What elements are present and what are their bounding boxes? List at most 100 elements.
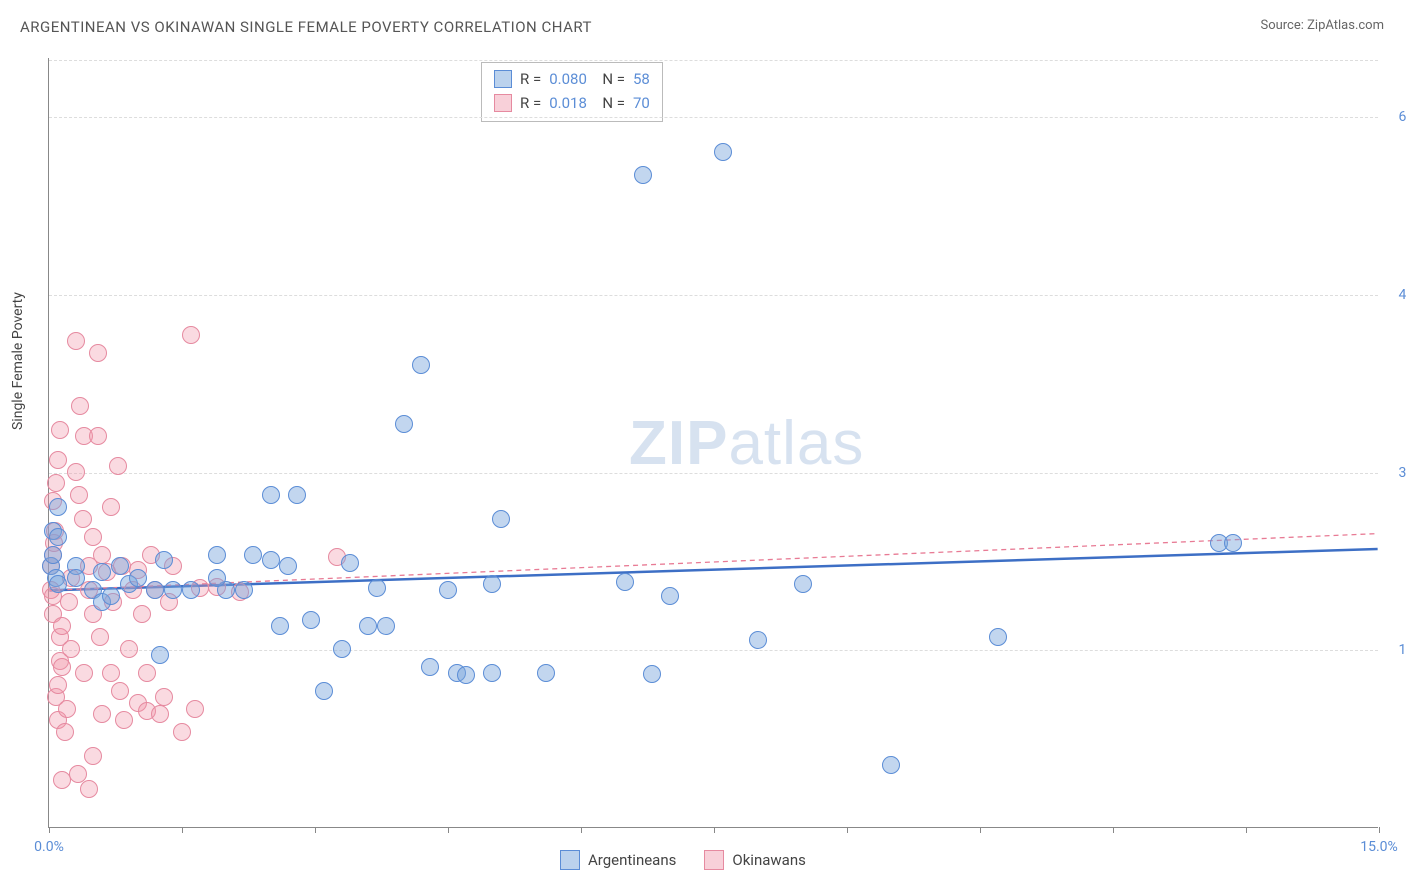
y-tick-label: 45.0% [1384, 287, 1406, 303]
data-point [44, 546, 62, 564]
y-tick-label: 60.0% [1384, 109, 1406, 125]
legend-n-label: N = [595, 91, 625, 115]
legend-r-value: 0.080 [549, 67, 587, 91]
data-point [89, 427, 107, 445]
data-point [341, 554, 359, 572]
y-tick-label: 15.0% [1384, 642, 1406, 658]
legend-item: Okinawans [704, 850, 805, 870]
legend-stats-row: R = 0.018 N = 70 [494, 91, 650, 115]
x-tick [581, 827, 582, 833]
x-tick [315, 827, 316, 833]
data-point [279, 557, 297, 575]
data-point [129, 569, 147, 587]
data-point [111, 557, 129, 575]
data-point [91, 628, 109, 646]
gridline [49, 650, 1378, 651]
data-point [661, 587, 679, 605]
data-point [412, 356, 430, 374]
data-point [146, 581, 164, 599]
data-point [182, 326, 200, 344]
data-point [138, 664, 156, 682]
plot-area: ZIPatlas R = 0.080 N = 58 R = 0.018 N = … [48, 58, 1378, 828]
data-point [186, 700, 204, 718]
data-point [71, 397, 89, 415]
legend-n-value: 70 [633, 91, 650, 115]
data-point [208, 569, 226, 587]
x-tick [847, 827, 848, 833]
x-tick [1379, 827, 1380, 833]
chart-title: ARGENTINEAN VS OKINAWAN SINGLE FEMALE PO… [20, 18, 592, 36]
data-point [53, 617, 71, 635]
swatch-blue-icon [560, 850, 580, 870]
bottom-legend: Argentineans Okinawans [560, 850, 806, 870]
gridline [49, 60, 1378, 61]
data-point [262, 551, 280, 569]
data-point [49, 498, 67, 516]
data-point [492, 510, 510, 528]
data-point [102, 498, 120, 516]
x-tick [1113, 827, 1114, 833]
data-point [49, 575, 67, 593]
data-point [109, 457, 127, 475]
data-point [115, 711, 133, 729]
trend-lines [49, 58, 1378, 827]
data-point [67, 463, 85, 481]
data-point [155, 688, 173, 706]
x-tick [49, 827, 50, 833]
watermark-bold: ZIP [629, 409, 728, 478]
swatch-pink-icon [704, 850, 724, 870]
data-point [75, 664, 93, 682]
data-point [182, 581, 200, 599]
data-point [377, 617, 395, 635]
legend-item: Argentineans [560, 850, 676, 870]
gridline [49, 295, 1378, 296]
data-point [155, 551, 173, 569]
data-point [51, 421, 69, 439]
x-tick-label: 15.0% [1360, 839, 1398, 855]
data-point [333, 640, 351, 658]
data-point [151, 705, 169, 723]
data-point [49, 676, 67, 694]
x-tick-label: 0.0% [34, 839, 64, 855]
data-point [58, 700, 76, 718]
data-point [56, 723, 74, 741]
source-label: Source: ZipAtlas.com [1260, 18, 1384, 33]
data-point [643, 665, 661, 683]
data-point [244, 546, 262, 564]
data-point [1224, 534, 1242, 552]
data-point [84, 747, 102, 765]
data-point [359, 617, 377, 635]
data-point [62, 640, 80, 658]
legend-label: Okinawans [732, 851, 805, 869]
data-point [49, 451, 67, 469]
x-tick [980, 827, 981, 833]
data-point [74, 510, 92, 528]
data-point [457, 666, 475, 684]
data-point [882, 756, 900, 774]
data-point [84, 528, 102, 546]
data-point [60, 593, 78, 611]
data-point [173, 723, 191, 741]
data-point [49, 528, 67, 546]
data-point [315, 682, 333, 700]
data-point [67, 569, 85, 587]
data-point [439, 581, 457, 599]
data-point [89, 344, 107, 362]
legend-stats-row: R = 0.080 N = 58 [494, 67, 650, 91]
data-point [302, 611, 320, 629]
legend-n-value: 58 [633, 67, 650, 91]
legend-n-label: N = [595, 67, 625, 91]
data-point [47, 474, 65, 492]
data-point [120, 640, 138, 658]
data-point [749, 631, 767, 649]
swatch-blue-icon [494, 70, 512, 88]
data-point [616, 573, 634, 591]
data-point [67, 332, 85, 350]
data-point [794, 575, 812, 593]
data-point [53, 658, 71, 676]
x-tick [1246, 827, 1247, 833]
x-tick [182, 827, 183, 833]
data-point [111, 682, 129, 700]
data-point [395, 415, 413, 433]
data-point [714, 143, 732, 161]
